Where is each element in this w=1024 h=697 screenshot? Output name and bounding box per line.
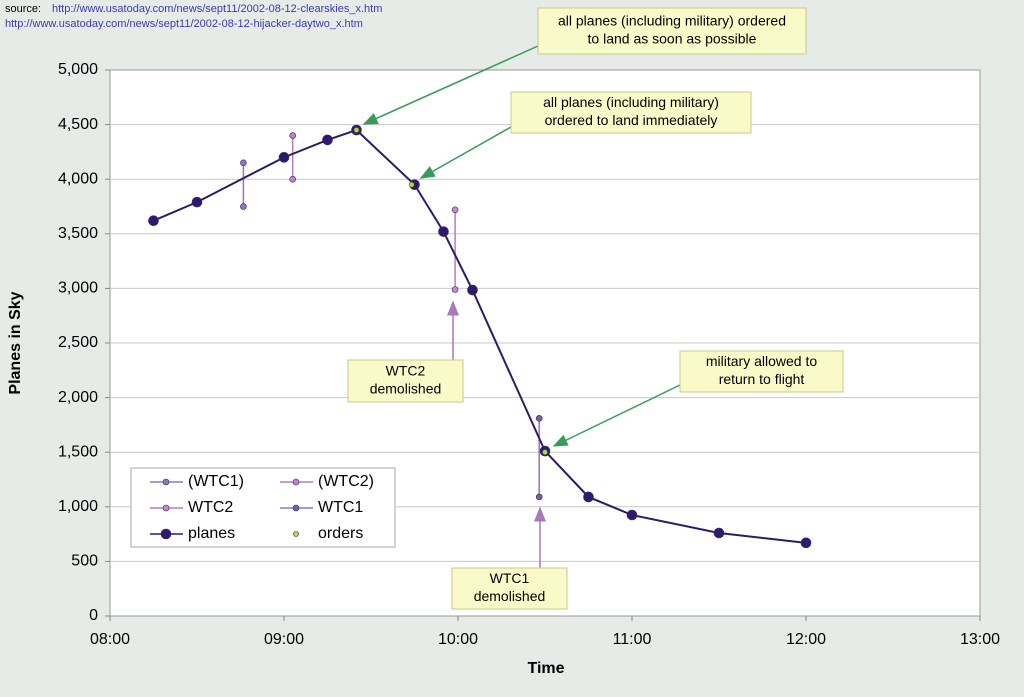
annotation-text: all planes (including military) xyxy=(543,94,719,110)
y-tick-label: 5,000 xyxy=(58,61,98,78)
marker xyxy=(451,206,459,214)
marker xyxy=(191,196,203,208)
marker xyxy=(800,537,812,549)
x-tick-label: 12:00 xyxy=(786,631,826,648)
y-tick-label: 3,500 xyxy=(58,225,98,242)
marker xyxy=(289,132,297,139)
annotation-box xyxy=(451,567,568,610)
x-tick-label: 13:00 xyxy=(960,631,1000,648)
x-tick-label: 08:00 xyxy=(90,631,130,648)
annotation-box xyxy=(537,7,807,55)
annotation-text: WTC1 xyxy=(490,570,530,586)
marker xyxy=(240,203,247,210)
marker xyxy=(289,175,297,183)
marker xyxy=(240,159,247,167)
y-tick-label: 4,000 xyxy=(58,170,98,187)
annotation-text: ordered to land immediately xyxy=(545,112,718,128)
source-link[interactable]: http://www.usatoday.com/news/sept11/2002… xyxy=(5,18,363,30)
marker xyxy=(438,226,449,237)
legend-label: planes xyxy=(188,525,235,542)
y-tick-label: 4,500 xyxy=(58,116,98,133)
legend-marker xyxy=(162,504,170,512)
annotation-arrow xyxy=(552,384,681,447)
legend-marker xyxy=(292,504,300,512)
marker xyxy=(583,491,594,503)
marker xyxy=(535,493,543,501)
legend-label: WTC1 xyxy=(318,499,363,516)
y-tick-label: 2,500 xyxy=(58,334,98,351)
legend-marker xyxy=(160,528,172,540)
annotation-box xyxy=(679,350,844,393)
legend-marker xyxy=(162,478,170,486)
marker xyxy=(535,415,543,422)
marker xyxy=(322,134,333,146)
annotation-text: WTC2 xyxy=(386,363,426,379)
legend-marker xyxy=(292,478,300,486)
y-tick-label: 2,000 xyxy=(58,389,98,406)
source-label: source: xyxy=(5,3,41,15)
annotation-text: return to flight xyxy=(719,371,805,387)
marker xyxy=(148,215,159,226)
x-axis-label: Time xyxy=(527,660,564,677)
marker xyxy=(542,449,548,456)
y-tick-label: 1,500 xyxy=(58,443,98,460)
y-tick-label: 3,000 xyxy=(58,280,98,297)
source-link[interactable]: http://www.usatoday.com/news/sept11/2002… xyxy=(52,3,382,15)
legend-label: WTC2 xyxy=(188,499,233,516)
marker xyxy=(713,527,725,539)
annotation-text: all planes (including military) ordered xyxy=(558,13,786,29)
marker xyxy=(408,181,415,188)
legend-marker xyxy=(293,531,299,537)
annotation-text: to land as soon as possible xyxy=(588,31,757,47)
x-tick-label: 09:00 xyxy=(264,631,304,648)
annotation-arrow xyxy=(419,126,512,179)
annotation-arrow xyxy=(362,45,539,125)
annotation-text: military allowed to xyxy=(706,353,817,369)
y-axis-label: Planes in Sky xyxy=(7,291,24,394)
marker xyxy=(467,284,478,296)
annotation-box xyxy=(510,91,752,134)
y-tick-label: 0 xyxy=(89,607,98,624)
annotation-box xyxy=(347,359,464,403)
x-tick-label: 11:00 xyxy=(613,631,652,648)
annotation-text: demolished xyxy=(370,381,442,397)
legend-label: (WTC2) xyxy=(318,473,374,490)
marker xyxy=(626,509,638,521)
y-tick-label: 500 xyxy=(71,553,98,570)
y-tick-label: 1,000 xyxy=(58,498,98,515)
marker xyxy=(353,127,360,133)
marker xyxy=(278,152,290,163)
marker xyxy=(451,286,459,293)
legend-label: orders xyxy=(318,525,363,542)
annotation-text: demolished xyxy=(474,588,546,604)
legend-label: (WTC1) xyxy=(188,473,244,490)
x-tick-label: 10:00 xyxy=(438,631,478,648)
